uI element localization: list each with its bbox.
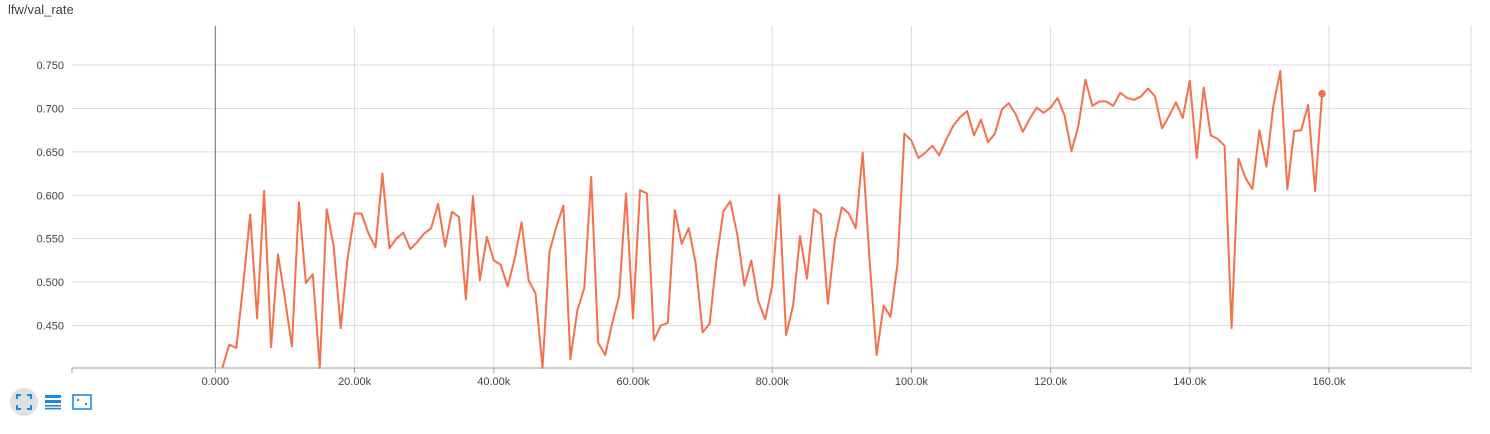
y-tick-label: 0.750 (36, 60, 64, 72)
y-tick-label: 0.600 (36, 190, 64, 202)
fit-domain-button[interactable] (10, 388, 38, 416)
x-tick-label: 140.0k (1173, 376, 1207, 388)
y-tick-label: 0.500 (36, 277, 64, 289)
log-scale-button[interactable] (39, 388, 67, 416)
grid-lines (72, 26, 1471, 368)
x-tick-label: 80.00k (756, 376, 790, 388)
x-tick-label: 40.00k (477, 376, 511, 388)
toggle-y-axis-icon (72, 394, 92, 410)
y-tick-label: 0.700 (36, 103, 64, 115)
x-tick-label: 100.0k (895, 376, 929, 388)
x-tick-label: 160.0k (1312, 376, 1346, 388)
axes (71, 26, 1472, 373)
chart-title: lfw/val_rate (8, 2, 74, 17)
tick-labels: 0.450 0.500 0.550 0.600 0.650 0.700 0.750 0.000… (36, 60, 1346, 388)
log-scale-icon (45, 395, 61, 410)
x-tick-label: 20.00k (338, 376, 372, 388)
y-tick-label: 0.650 (36, 147, 64, 159)
x-tick-label: 60.00k (616, 376, 650, 388)
last-point-marker (1318, 89, 1326, 98)
series-layer (221, 70, 1326, 369)
y-tick-label: 0.550 (36, 234, 64, 246)
fit-domain-icon (16, 394, 32, 410)
y-tick-label: 0.450 (36, 320, 64, 332)
chart-toolbar (10, 388, 97, 416)
x-tick-label: 120.0k (1034, 376, 1068, 388)
x-tick-label: 0.000 (202, 376, 230, 388)
toggle-y-axis-button[interactable] (68, 388, 96, 416)
series-line (221, 70, 1324, 369)
